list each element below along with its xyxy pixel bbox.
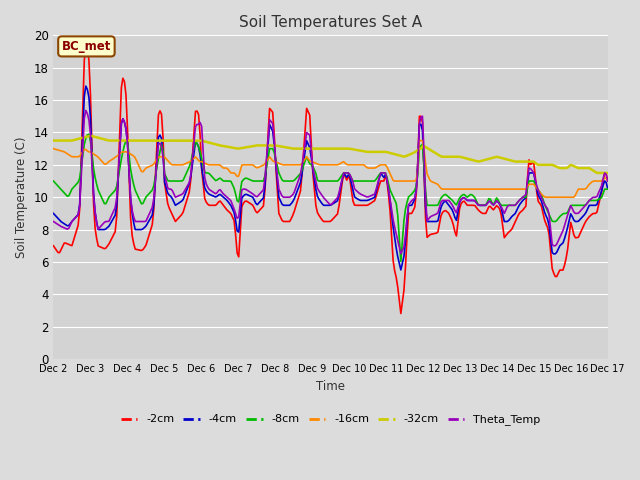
Text: BC_met: BC_met — [61, 40, 111, 53]
X-axis label: Time: Time — [316, 380, 345, 393]
Y-axis label: Soil Temperature (C): Soil Temperature (C) — [15, 136, 28, 258]
Title: Soil Temperatures Set A: Soil Temperatures Set A — [239, 15, 422, 30]
Legend: -2cm, -4cm, -8cm, -16cm, -32cm, Theta_Temp: -2cm, -4cm, -8cm, -16cm, -32cm, Theta_Te… — [116, 410, 545, 430]
